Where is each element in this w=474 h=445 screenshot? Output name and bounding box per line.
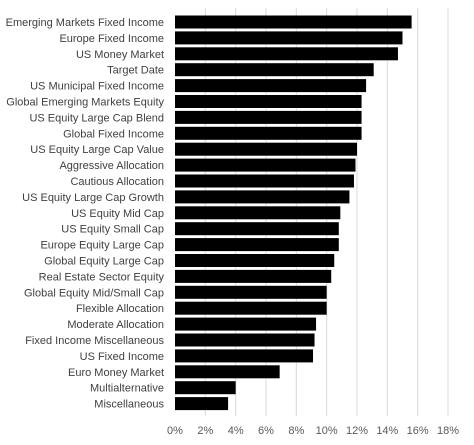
category-label: Emerging Markets Fixed Income [6,17,164,29]
x-tick-label: 6% [258,425,274,437]
x-tick-label: 10% [316,425,338,437]
bar [175,126,362,140]
category-label: US Equity Large Cap Growth [22,192,164,204]
x-tick-label: 18% [437,425,459,437]
bar [175,190,350,204]
category-label: Cautious Allocation [70,176,164,188]
x-tick-label: 2% [197,425,213,437]
bar [175,63,374,77]
bar [175,206,341,220]
category-label: Global Fixed Income [63,128,164,140]
bar [175,174,354,188]
category-label: Aggressive Allocation [59,160,164,172]
category-label: Global Equity Large Cap [44,256,164,268]
category-label: US Equity Mid Cap [71,208,164,220]
bar [175,317,317,331]
bar [175,79,367,93]
category-label: Global Emerging Markets Equity [6,97,164,109]
category-label: US Equity Small Cap [61,224,164,236]
category-label: Real Estate Sector Equity [39,271,165,283]
bar [175,397,229,411]
bar [175,238,339,252]
category-label: Europe Equity Large Cap [40,240,164,252]
bar [175,222,339,236]
bar [175,333,315,347]
category-label: Moderate Allocation [67,319,164,331]
x-tick-label: 4% [228,425,244,437]
category-label: US Fixed Income [80,351,164,363]
bar [175,381,236,395]
category-label: US Money Market [76,49,164,61]
bar [175,349,314,363]
category-label: US Equity Large Cap Value [30,144,164,156]
x-tick-label: 12% [346,425,368,437]
category-label: Miscellaneous [94,399,164,411]
bar [175,254,335,267]
bar [175,47,398,61]
x-tick-label: 14% [376,425,398,437]
category-label: Flexible Allocation [76,303,164,315]
category-label: US Equity Large Cap Blend [29,112,164,124]
category-label: Multialternative [90,383,164,395]
category-label: Euro Money Market [68,367,164,379]
category-label: Fixed Income Miscellaneous [25,335,164,347]
category-label: Target Date [107,65,164,77]
bar [175,95,362,108]
category-label: Europe Fixed Income [59,33,164,45]
bar [175,285,327,299]
bar [175,142,357,156]
category-label: US Municipal Fixed Income [30,81,164,93]
bar [175,15,412,29]
bar [175,269,332,283]
x-tick-label: 8% [288,425,304,437]
bar [175,365,280,379]
bar [175,301,327,315]
bar [175,31,403,45]
x-tick-label: 0% [167,425,183,437]
bar [175,158,356,172]
x-tick-label: 16% [407,425,429,437]
bar [175,110,362,124]
category-label: Global Equity Mid/Small Cap [24,287,164,299]
